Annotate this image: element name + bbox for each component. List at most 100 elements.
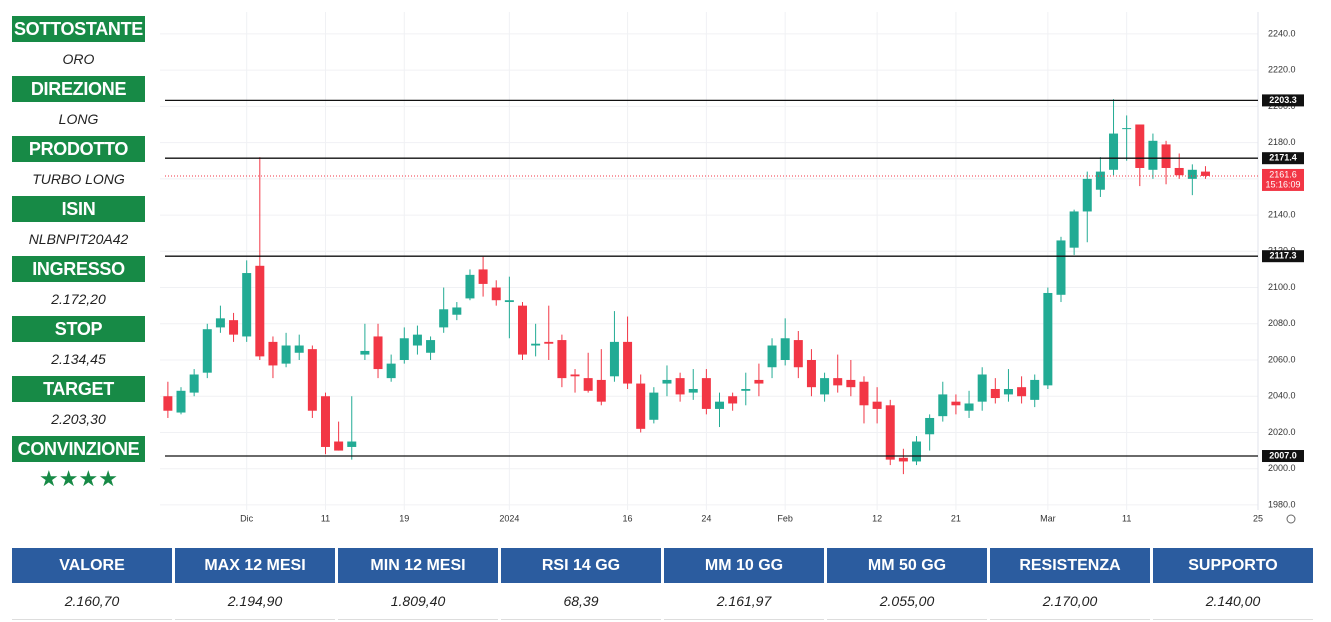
x-tick-label: Dic [240, 513, 253, 523]
candle-body [268, 341, 278, 366]
candle-body [347, 441, 357, 447]
x-tick-label: 19 [399, 513, 409, 523]
field-value: 2.172,20 [51, 291, 106, 307]
y-tick-label: 2040.0 [1268, 391, 1296, 401]
candle-body [1161, 144, 1171, 168]
level-tag [1262, 152, 1304, 165]
field-value: ORO [62, 51, 95, 67]
candle-body [544, 341, 554, 344]
candle-body [1082, 178, 1092, 212]
level-tag [1262, 250, 1304, 263]
candle-body [741, 388, 751, 391]
candle-body [1095, 171, 1105, 190]
candle-body [780, 338, 790, 361]
candle-body [806, 360, 816, 388]
candle-body [1017, 387, 1027, 397]
candle-body [688, 388, 698, 393]
candle-body [715, 401, 725, 409]
candle-body [649, 392, 659, 420]
field-label: ISIN [12, 196, 145, 222]
candle-body [1200, 171, 1210, 176]
candle-body [491, 287, 501, 301]
candle-body [1148, 140, 1158, 170]
level-label: 2007.0 [1269, 450, 1297, 460]
table-value: 2.055,00 [827, 583, 987, 620]
table-header: MM 50 GG [827, 548, 987, 583]
candle-body [307, 349, 317, 411]
table-header: MIN 12 MESI [338, 548, 498, 583]
field-label: CONVINZIONE [12, 436, 145, 462]
table-header: SUPPORTO [1153, 548, 1313, 583]
x-tick-label: 11 [321, 513, 330, 523]
candle-body [846, 379, 856, 388]
y-tick-label: 1980.0 [1268, 499, 1296, 509]
candle-body [898, 457, 908, 462]
candle-body [176, 390, 186, 413]
candle-body [872, 401, 882, 409]
candle-body [517, 305, 527, 355]
candle-body [623, 341, 633, 384]
last-price-time: 15:16:09 [1265, 179, 1300, 189]
candle-body [439, 309, 449, 328]
candle-body [754, 379, 764, 384]
candle-body [662, 379, 672, 384]
candle-body [609, 341, 619, 377]
table-column: VALORE 2.160,70 [12, 548, 172, 620]
field-label: PRODOTTO [12, 136, 145, 162]
candle-body [1030, 379, 1040, 400]
field-label: TARGET [12, 376, 145, 402]
table-header: MM 10 GG [664, 548, 824, 583]
candle-body [531, 343, 541, 346]
candle-body [1187, 169, 1197, 179]
table-value: 2.140,00 [1153, 583, 1313, 620]
candle-body [242, 273, 252, 337]
table-value: 2.194,90 [175, 583, 335, 620]
table-value: 2.160,70 [12, 583, 172, 620]
field-value: NLBNPIT20A42 [28, 231, 129, 247]
table-value: 68,39 [501, 583, 661, 620]
candle-body [504, 300, 514, 303]
candle-body [938, 394, 948, 417]
field-label: SOTTOSTANTE [12, 16, 145, 42]
candle-body [885, 405, 895, 460]
table-column: MAX 12 MESI 2.194,90 [175, 548, 335, 620]
candle-body [701, 378, 711, 409]
y-tick-label: 2080.0 [1268, 318, 1296, 328]
candle-body [163, 396, 173, 411]
candle-body [925, 417, 935, 435]
candle-body [399, 338, 409, 361]
field-value: 2.203,30 [51, 411, 106, 427]
candle-body [229, 320, 239, 335]
table-column: MIN 12 MESI 1.809,40 [338, 548, 498, 620]
candle-body [912, 441, 922, 462]
candle-body [570, 374, 580, 377]
candle-body [793, 340, 803, 368]
settings-icon [1286, 514, 1296, 524]
candle-body [281, 345, 291, 364]
candle-body [583, 378, 593, 391]
x-tick-label: 21 [951, 513, 961, 523]
candle-body [426, 340, 436, 353]
table-header: MAX 12 MESI [175, 548, 335, 583]
field-label: INGRESSO [12, 256, 145, 282]
table-column: SUPPORTO 2.140,00 [1153, 548, 1313, 620]
indicator-table: VALORE 2.160,70 MAX 12 MESI 2.194,90 MIN 12 … [12, 548, 1313, 620]
candle-body [373, 336, 383, 370]
last-price-tag [1262, 168, 1304, 191]
candle-body [636, 383, 646, 429]
level-label: 2117.3 [1269, 251, 1296, 261]
candle-body [767, 345, 777, 368]
table-column: RSI 14 GG 68,39 [501, 548, 661, 620]
candle-body [1174, 167, 1184, 176]
candle-body [334, 441, 344, 451]
candle-body [596, 379, 606, 402]
candle-body [1003, 388, 1013, 395]
level-label: 2171.4 [1269, 153, 1297, 163]
level-tag [1262, 94, 1304, 107]
candle-body [728, 396, 738, 404]
candle-body [675, 378, 685, 395]
sidebar: SOTTOSTANTE ORO DIREZIONE LONG PRODOTTO TURBO… [12, 16, 145, 496]
candle-body [557, 340, 567, 379]
candle-body [1043, 292, 1053, 386]
